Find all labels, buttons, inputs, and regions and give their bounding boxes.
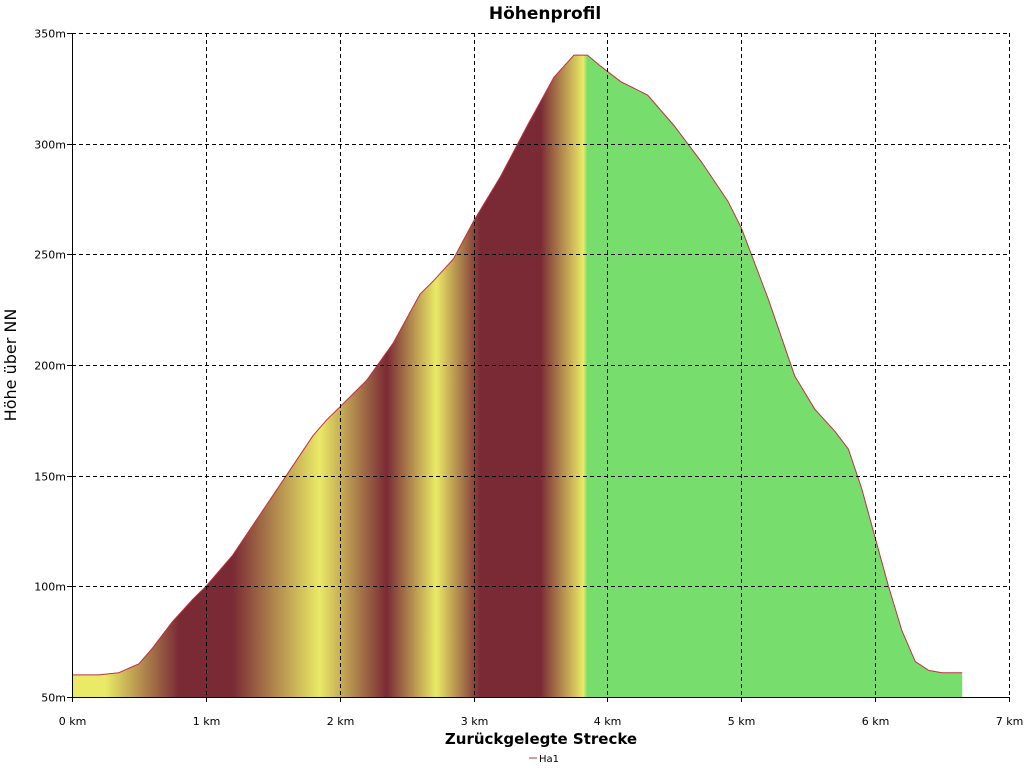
x-tick-label: 2 km <box>327 715 355 728</box>
legend-label-ha1: Ha1 <box>539 754 559 765</box>
area-layer <box>72 54 963 698</box>
x-tick-labels: 0 km 1 km 2 km 3 km 4 km 5 km 6 km 7 km <box>59 697 1024 728</box>
y-tick-label: 100m <box>34 581 66 594</box>
y-tick-label: 300m <box>34 139 66 152</box>
axis-layer <box>68 33 1009 701</box>
y-tick-label: 150m <box>34 471 66 484</box>
y-tick-label: 50m <box>41 692 66 705</box>
elevation-area <box>72 55 963 698</box>
x-tick-label: 7 km <box>996 715 1024 728</box>
x-tick-label: 0 km <box>59 715 87 728</box>
x-tick-label: 5 km <box>728 715 756 728</box>
y-tick-label: 200m <box>34 360 66 373</box>
legend: Ha1 <box>529 754 559 765</box>
y-tick-label: 350m <box>34 28 66 41</box>
x-axis-title: Zurückgelegte Strecke <box>445 730 637 748</box>
x-tick-label: 1 km <box>193 715 221 728</box>
x-tick-label: 6 km <box>862 715 890 728</box>
x-tick-label: 4 km <box>594 715 622 728</box>
chart-title: Höhenprofil <box>489 4 601 24</box>
series-line-ha1 <box>72 54 963 676</box>
y-tick-labels: 50m 100m 150m 200m 250m 300m 350m <box>34 28 72 705</box>
y-tick-label: 250m <box>34 249 66 262</box>
y-axis-title: Höhe über NN <box>1 309 20 422</box>
x-tick-label: 3 km <box>461 715 489 728</box>
